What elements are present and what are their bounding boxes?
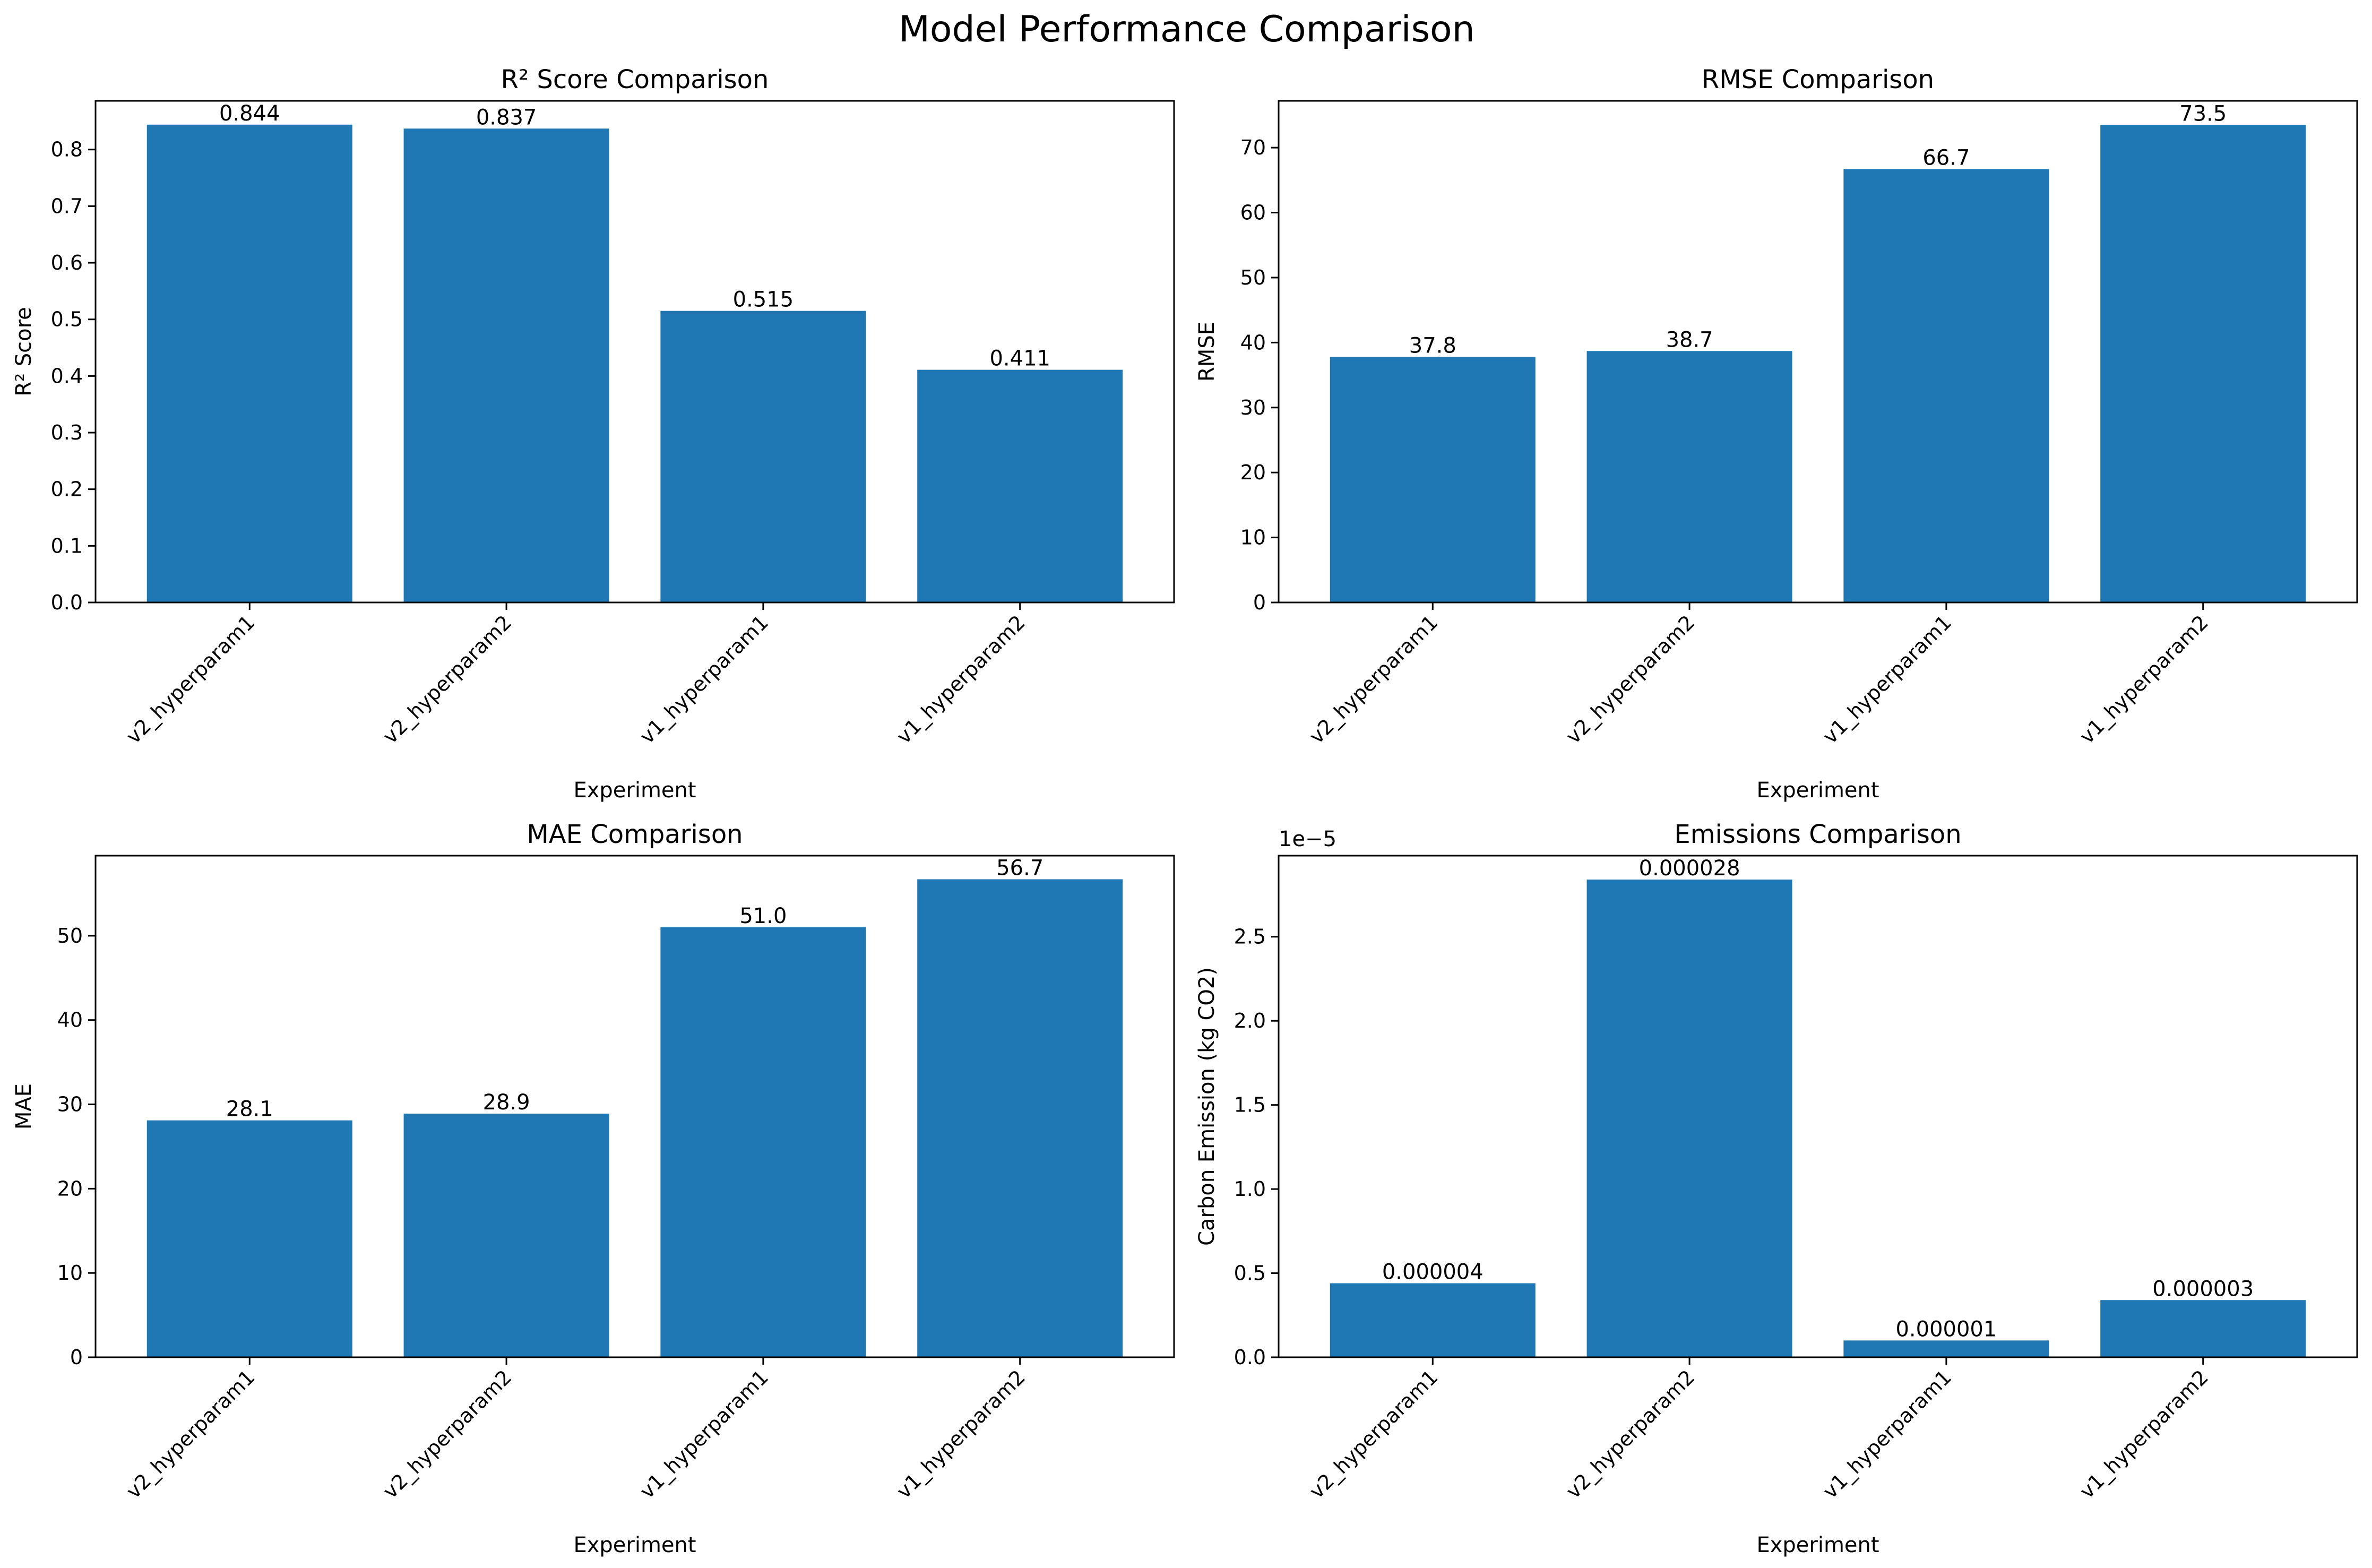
r2-ytick-label: 0.6 xyxy=(51,251,83,274)
rmse-ytick-label: 50 xyxy=(1240,266,1266,289)
rmse-ytick-label: 60 xyxy=(1240,201,1266,225)
emissions-ytick-label: 2.5 xyxy=(1234,925,1266,949)
emissions-data-label: 0.000004 xyxy=(1382,1260,1483,1285)
emissions-ytick-label: 1.5 xyxy=(1234,1093,1266,1117)
r2-bar-v1_hyperparam2 xyxy=(917,369,1123,602)
rmse-bar-v2_hyperparam2 xyxy=(1586,351,1792,602)
rmse-axes-frame xyxy=(1278,100,2358,604)
rmse-bar-v1_hyperparam2 xyxy=(2100,125,2306,603)
r2-data-label: 0.837 xyxy=(476,105,537,130)
r2-title: R² Score Comparison xyxy=(501,65,769,94)
rmse-ytick-label: 30 xyxy=(1240,396,1266,419)
emissions-ylabel: Carbon Emission (kg CO2) xyxy=(1195,967,1219,1246)
emissions-title: Emissions Comparison xyxy=(1674,820,1961,849)
mae-ytick-label: 50 xyxy=(57,924,83,947)
r2-ytick-label: 0.0 xyxy=(51,591,83,614)
rmse-ytick-label: 40 xyxy=(1240,331,1266,354)
r2-ytick-label: 0.8 xyxy=(51,138,83,161)
rmse-bar-v2_hyperparam1 xyxy=(1330,357,1536,602)
rmse-ytick-label: 0 xyxy=(1253,591,1266,614)
emissions-ytick-label: 0.0 xyxy=(1234,1346,1266,1369)
rmse-data-label: 38.7 xyxy=(1666,328,1713,352)
r2-axes-frame xyxy=(94,100,1175,604)
r2-ylabel: R² Score xyxy=(12,307,36,397)
emissions-offset-text: 1e−5 xyxy=(1279,827,1336,851)
mae-ytick-label: 10 xyxy=(57,1261,83,1285)
emissions-ytick-label: 0.5 xyxy=(1234,1262,1266,1285)
mae-ytick-label: 40 xyxy=(57,1009,83,1032)
figure-title: Model Performance Comparison xyxy=(899,8,1474,50)
mae-bar-v2_hyperparam1 xyxy=(146,1120,352,1357)
rmse-ylabel: RMSE xyxy=(1195,322,1219,382)
r2-ytick-label: 0.3 xyxy=(51,421,83,444)
rmse-bar-v1_hyperparam1 xyxy=(1843,169,2049,602)
emissions-data-label: 0.000028 xyxy=(1639,856,1740,881)
emissions-bar-v1_hyperparam2 xyxy=(2100,1300,2306,1357)
r2-data-label: 0.411 xyxy=(989,347,1050,371)
mae-ylabel: MAE xyxy=(12,1083,36,1130)
emissions-bar-v1_hyperparam1 xyxy=(1843,1340,2049,1357)
mae-title: MAE Comparison xyxy=(527,820,743,849)
r2-ytick-label: 0.7 xyxy=(51,194,83,218)
subplot-grid: 0.00.10.20.30.40.50.60.70.8v2_hyperparam… xyxy=(12,65,2358,1557)
r2-ytick-label: 0.4 xyxy=(51,364,83,387)
emissions-axes-frame xyxy=(1278,855,2358,1358)
r2-xlabel: Experiment xyxy=(573,778,696,803)
mae-ytick-label: 20 xyxy=(57,1177,83,1200)
emissions-bar-v2_hyperparam1 xyxy=(1330,1283,1536,1357)
r2-bar-v2_hyperparam2 xyxy=(403,128,609,602)
r2-ytick-label: 0.5 xyxy=(51,308,83,331)
emissions-ytick-label: 1.0 xyxy=(1234,1177,1266,1201)
mae-ytick-label: 30 xyxy=(57,1093,83,1116)
mae-data-label: 28.9 xyxy=(483,1090,530,1115)
rmse-ytick-label: 20 xyxy=(1240,461,1266,484)
emissions-data-label: 0.000001 xyxy=(1895,1317,1997,1341)
mae-data-label: 56.7 xyxy=(996,856,1043,880)
mae-bar-v1_hyperparam1 xyxy=(660,927,866,1357)
emissions-xlabel: Experiment xyxy=(1756,1533,1879,1557)
rmse-data-label: 37.8 xyxy=(1409,333,1456,358)
mae-data-label: 28.1 xyxy=(226,1097,273,1122)
r2-data-label: 0.515 xyxy=(733,288,794,312)
rmse-ytick-label: 70 xyxy=(1240,136,1266,159)
rmse-title: RMSE Comparison xyxy=(1702,65,1934,94)
mae-xlabel: Experiment xyxy=(573,1533,696,1557)
mae-bar-v1_hyperparam2 xyxy=(917,879,1123,1357)
emissions-bar-v2_hyperparam2 xyxy=(1586,880,1792,1357)
rmse-ytick-label: 10 xyxy=(1240,526,1266,549)
r2-ytick-label: 0.2 xyxy=(51,478,83,501)
r2-data-label: 0.844 xyxy=(219,101,280,126)
r2-ytick-label: 0.1 xyxy=(51,534,83,557)
r2-bar-v1_hyperparam1 xyxy=(660,311,866,602)
mae-ytick-label: 0 xyxy=(70,1346,83,1369)
mae-axes-frame xyxy=(94,855,1175,1358)
emissions-data-label: 0.000003 xyxy=(2152,1277,2254,1301)
r2-bar-v2_hyperparam1 xyxy=(146,124,352,602)
rmse-data-label: 66.7 xyxy=(1922,146,1970,170)
rmse-data-label: 73.5 xyxy=(2179,101,2227,126)
mae-data-label: 51.0 xyxy=(739,904,787,928)
emissions-ytick-label: 2.0 xyxy=(1234,1009,1266,1032)
mae-bar-v2_hyperparam2 xyxy=(403,1114,609,1357)
rmse-xlabel: Experiment xyxy=(1756,778,1879,803)
